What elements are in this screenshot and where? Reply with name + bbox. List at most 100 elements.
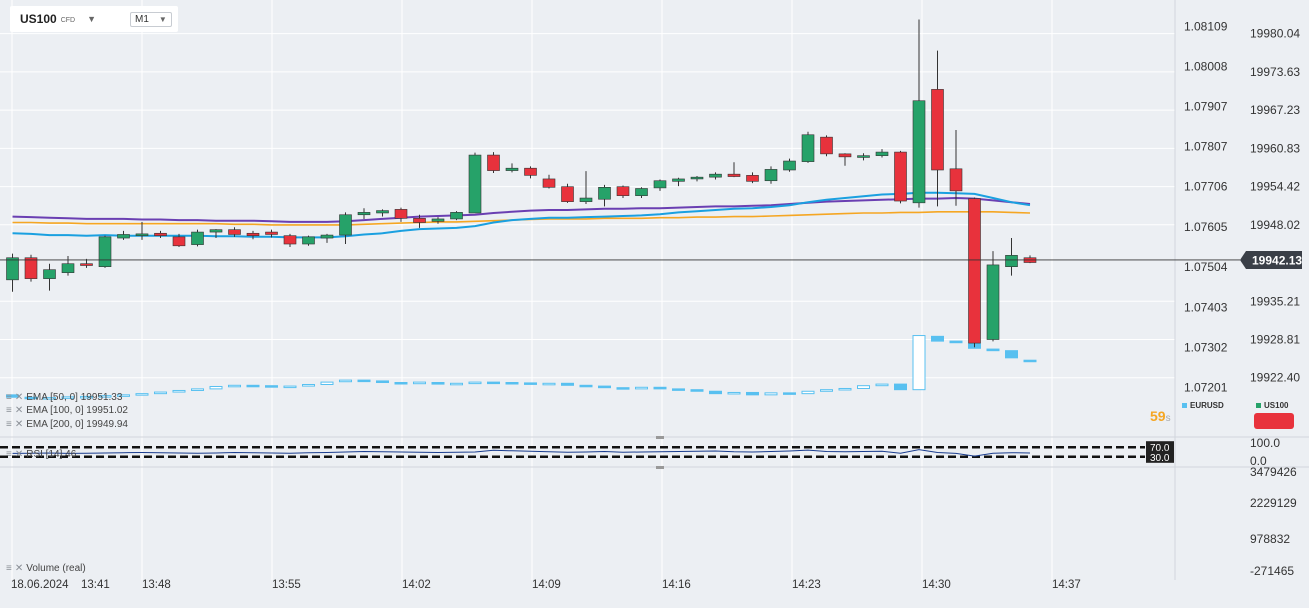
us100-candle [524,167,537,176]
time-axis-tick: 13:48 [142,579,171,591]
close-icon[interactable]: ✕ [14,419,24,430]
eurusd-candle [172,389,186,393]
time-axis-tick: 14:02 [402,579,431,591]
eurusd-candle [339,379,352,383]
eurusd-candle [450,382,463,386]
eurusd-candle [561,382,574,386]
us100-candle [357,212,371,216]
indicator-ema50[interactable]: ≡ ✕ EMA [50, 0] 19951.33 [6,392,122,403]
indicator-volume[interactable]: ≡ ✕ Volume (real) [6,563,86,574]
right-axis-tick: 19922.40 [1250,371,1300,385]
countdown-unit: s [1165,413,1171,424]
rsi-level-30: 30.0 [1150,453,1170,464]
panel-resize-handle [656,436,664,439]
close-icon[interactable]: ✕ [14,405,24,416]
us100-candle [820,136,833,155]
us100-candle [302,236,315,245]
us100-candle [172,236,186,247]
us100-candle [265,231,278,235]
time-axis-tick: 14:23 [792,579,821,591]
legend-eurusd-swatch [1182,403,1187,408]
right-axis-tick: 19928.81 [1250,332,1300,346]
left-axis-tick: 1.08008 [1184,60,1228,74]
legend-us100-swatch [1256,403,1261,408]
symbol-dropdown-icon[interactable]: ▼ [87,14,97,24]
legend-us100[interactable]: US100 [1256,401,1288,410]
us100-candle [450,212,463,220]
right-axis-tick: 19973.63 [1250,65,1300,79]
settings-icon[interactable]: ≡ [6,405,12,416]
us100-candle [616,186,630,196]
us100-candle [246,232,260,236]
eurusd-candle [209,385,223,390]
legend-eurusd[interactable]: EURUSD [1182,401,1224,410]
symbol-name[interactable]: US100 [20,12,57,26]
eurusd-candle [894,383,907,391]
eurusd-candle [505,382,519,385]
eurusd-candle [579,384,593,388]
eurusd-candle [931,335,944,342]
eurusd-candle [820,389,833,392]
eurusd-candle [801,390,815,395]
eurusd-candle [320,381,334,385]
time-axis-tick: 14:30 [922,579,951,591]
close-icon[interactable]: ✕ [14,449,24,460]
eurusd-candle [6,394,19,398]
us100-candle [339,214,352,236]
indicator-ema100[interactable]: ≡ ✕ EMA [100, 0] 19951.02 [6,405,128,416]
ema200-line [12,211,1031,226]
eurusd-candle [986,348,1000,352]
volume-axis-tick: 2229129 [1250,496,1297,510]
volume-axis-tick: 978832 [1250,532,1290,546]
time-axis-tick: 13:55 [272,579,301,591]
us100-candle [949,168,963,192]
left-axis-tick: 1.07807 [1184,140,1228,154]
rsi-level-badge [1146,441,1174,454]
sell-price-badge[interactable] [1254,413,1294,429]
eurusd-candle [43,397,56,400]
right-axis-tick: 19935.21 [1250,294,1300,308]
eurusd-candle [542,382,556,386]
eurusd-candle [61,396,75,399]
ema50-line [12,191,1031,239]
us100-candle [209,229,223,233]
us100-candle [394,209,408,219]
indicator-rsi[interactable]: ≡ ✕ RSI [14] 46 [6,449,76,460]
time-axis-date: 18.06.2024 [11,579,69,591]
time-axis-tick: 14:16 [662,579,691,591]
time-axis-tick: 14:09 [532,579,561,591]
us100-candle [598,187,611,200]
us100-candle [1005,255,1018,267]
us100-candle [191,231,204,245]
eurusd-candle [875,383,889,387]
settings-icon[interactable]: ≡ [6,449,12,460]
current-price-badge [1240,250,1302,269]
us100-candle [154,232,167,236]
us100-candle [653,180,667,189]
close-icon[interactable]: ✕ [14,392,24,403]
rsi-scale-min: 0.0 [1250,454,1267,468]
settings-icon[interactable]: ≡ [6,392,12,403]
settings-icon[interactable]: ≡ [6,563,12,574]
us100-candle [764,169,778,182]
symbol-type: CFD [60,17,76,24]
timeframe-select[interactable]: M1 ▼ [130,11,172,27]
settings-icon[interactable]: ≡ [6,419,12,430]
us100-candle [746,175,759,182]
eurusd-candle [912,335,926,391]
left-axis-tick: 1.07403 [1184,300,1228,314]
right-axis-tick: 19954.42 [1250,180,1300,194]
close-icon[interactable]: ✕ [14,563,24,574]
us100-candle [579,197,593,202]
left-axis-tick: 1.08109 [1184,19,1228,33]
us100-candle [783,160,796,171]
indicator-ema200[interactable]: ≡ ✕ EMA [200, 0] 19949.94 [6,419,128,430]
eurusd-candle [265,385,278,388]
us100-candle [431,218,445,222]
ema100-line [12,196,1031,223]
countdown-value: 59 [1150,408,1166,424]
eurusd-candle [857,385,870,389]
us100-candle [894,151,907,202]
us100-candle [912,100,926,204]
